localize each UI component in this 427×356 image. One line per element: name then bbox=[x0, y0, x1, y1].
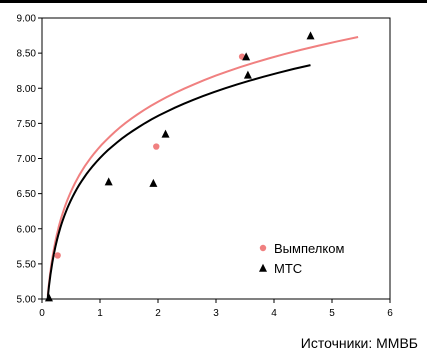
y-tick-label: 8.50 bbox=[17, 49, 37, 60]
x-tick-label: 0 bbox=[39, 308, 45, 319]
y-tick-label: 9.00 bbox=[17, 14, 37, 25]
y-tick-label: 6.00 bbox=[17, 224, 37, 235]
legend-marker-mts bbox=[259, 263, 267, 272]
x-tick-label: 1 bbox=[97, 308, 103, 319]
x-tick-label: 6 bbox=[387, 308, 393, 319]
data-point-mts bbox=[149, 178, 158, 187]
y-tick-label: 7.50 bbox=[17, 119, 37, 130]
top-rule bbox=[0, 0, 427, 3]
x-tick-label: 2 bbox=[155, 308, 161, 319]
legend-label-mts: МТС bbox=[274, 261, 302, 276]
data-point-vimpelcom bbox=[54, 252, 61, 259]
plot-frame bbox=[41, 17, 391, 300]
data-point-vimpelcom bbox=[153, 143, 160, 150]
legend-marker-vimpelcom bbox=[259, 244, 267, 252]
source-note: Источники: ММВБ bbox=[300, 335, 418, 351]
x-tick-label: 3 bbox=[213, 308, 219, 319]
chart: 5.00 5.50 6.00 6.50 7.00 7.50 8.00 8.50 9.00 0 1 2 3… bbox=[17, 14, 394, 320]
data-point-mts bbox=[161, 129, 170, 138]
x-tick-label: 4 bbox=[271, 308, 277, 319]
y-tick-label: 5.00 bbox=[17, 295, 37, 306]
y-tick-label: 5.50 bbox=[17, 259, 37, 270]
data-point-mts bbox=[242, 52, 251, 61]
x-tick-label: 5 bbox=[329, 308, 335, 319]
trendline-vimpelcom bbox=[46, 36, 359, 296]
y-tick-label: 8.00 bbox=[17, 84, 37, 95]
y-tick-label: 6.50 bbox=[17, 189, 37, 200]
data-point-mts bbox=[44, 293, 53, 302]
data-point-mts bbox=[104, 177, 113, 186]
y-tick-label: 7.00 bbox=[17, 154, 37, 165]
trendline-mts bbox=[46, 64, 311, 298]
data-point-mts bbox=[306, 31, 315, 40]
legend-label-vimpelcom: Вымпелком bbox=[274, 241, 344, 256]
data-point-mts bbox=[243, 70, 252, 79]
